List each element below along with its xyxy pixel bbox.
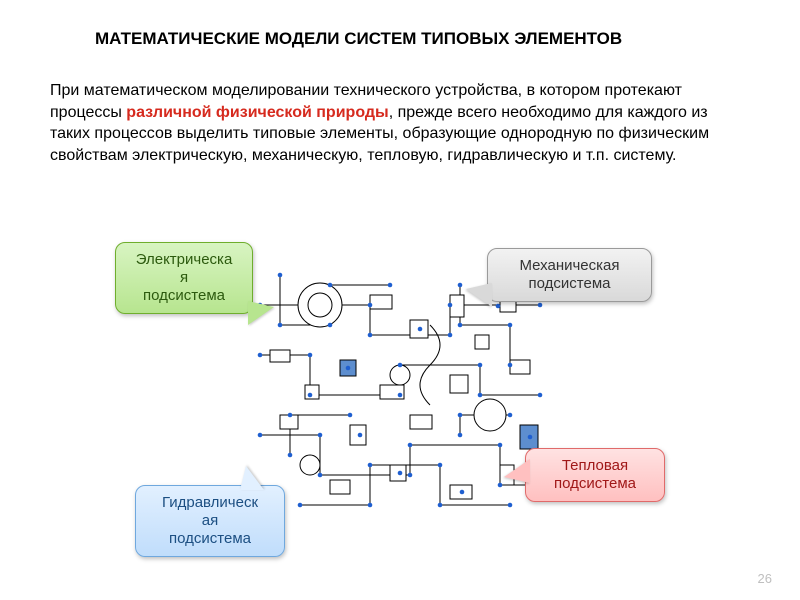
callout-hydraulic-line3: подсистема	[169, 530, 251, 547]
intro-paragraph: При математическом моделировании техниче…	[50, 80, 730, 166]
callout-electrical-line1: Электрическа	[136, 251, 233, 268]
callout-tail-icon	[504, 459, 530, 483]
callout-hydraulic: Гидравлическ ая подсистема	[135, 485, 285, 557]
intro-emphasis: различной физической природы	[126, 104, 388, 121]
callout-tail-icon	[466, 283, 492, 307]
callout-tail-icon	[248, 301, 274, 325]
callout-thermal: Тепловая подсистема	[525, 448, 665, 502]
callout-mechanical-line1: Механическая	[519, 257, 619, 274]
callout-mechanical: Механическая подсистема	[487, 248, 652, 302]
callout-electrical-line2: я	[180, 269, 188, 286]
callout-thermal-line1: Тепловая	[562, 457, 628, 474]
page-title: МАТЕМАТИЧЕСКИЕ МОДЕЛИ СИСТЕМ ТИПОВЫХ ЭЛЕ…	[95, 28, 655, 49]
callout-electrical: Электрическа я подсистема	[115, 242, 253, 314]
callout-thermal-line2: подсистема	[554, 475, 636, 492]
callout-electrical-line3: подсистема	[143, 287, 225, 304]
callout-tail-icon	[240, 466, 264, 490]
callout-mechanical-line2: подсистема	[529, 275, 611, 292]
schematic-diagram	[250, 265, 550, 525]
callout-hydraulic-line1: Гидравлическ	[162, 494, 258, 511]
callout-hydraulic-line2: ая	[202, 512, 218, 529]
page-number: 26	[758, 571, 772, 586]
